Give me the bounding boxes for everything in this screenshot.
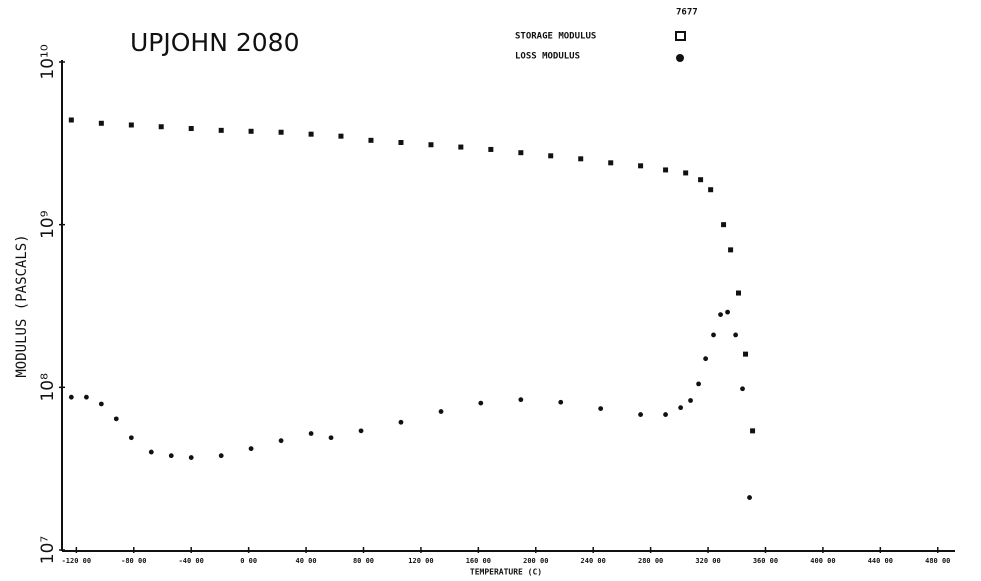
storage-point bbox=[278, 129, 284, 135]
storage-point bbox=[158, 124, 164, 130]
loss-point bbox=[696, 381, 701, 387]
loss-point bbox=[308, 431, 314, 436]
storage-point bbox=[128, 122, 134, 128]
loss-point bbox=[218, 453, 224, 459]
storage-point bbox=[308, 131, 314, 137]
loss-point bbox=[703, 356, 709, 362]
x-tick-label: 120 00 bbox=[408, 557, 433, 565]
legend-marker bbox=[675, 31, 686, 41]
legend-marker bbox=[676, 54, 684, 62]
storage-point bbox=[188, 126, 194, 132]
loss-point bbox=[518, 397, 524, 403]
storage-point bbox=[548, 153, 554, 159]
loss-point bbox=[478, 400, 484, 406]
x-tick-label: 480 00 bbox=[925, 557, 950, 565]
storage-point bbox=[428, 142, 434, 148]
storage-point bbox=[721, 222, 727, 228]
x-axis-label: TEMPERATURE (C) bbox=[470, 568, 542, 577]
loss-point bbox=[98, 401, 104, 407]
loss-point bbox=[740, 386, 745, 392]
x-tick-label: 160 00 bbox=[466, 557, 491, 565]
loss-point bbox=[598, 406, 604, 412]
x-tick-label: 200 00 bbox=[523, 557, 548, 565]
loss-point bbox=[747, 495, 752, 500]
x-tick-label: 0 00 bbox=[240, 557, 257, 565]
loss-point bbox=[328, 435, 334, 441]
loss-point bbox=[663, 412, 668, 417]
storage-point bbox=[248, 128, 254, 134]
storage-point bbox=[98, 120, 104, 126]
storage-point bbox=[743, 351, 749, 357]
loss-point bbox=[733, 332, 739, 338]
loss-point bbox=[711, 332, 716, 338]
annotation: 7677 bbox=[676, 8, 698, 18]
loss-point bbox=[188, 455, 194, 460]
storage-point bbox=[750, 428, 756, 434]
x-tick-label: 440 00 bbox=[868, 557, 893, 565]
storage-point bbox=[608, 160, 614, 166]
loss-point bbox=[128, 435, 134, 441]
storage-point bbox=[338, 133, 344, 139]
loss-point bbox=[84, 394, 89, 400]
storage-point bbox=[488, 146, 494, 152]
loss-point bbox=[68, 394, 74, 400]
loss-point bbox=[148, 449, 154, 455]
loss-point bbox=[558, 399, 564, 405]
storage-point bbox=[638, 163, 644, 169]
x-tick-label: 280 00 bbox=[638, 557, 663, 565]
storage-point bbox=[458, 144, 464, 150]
y-tick-label: 10⁷ bbox=[38, 536, 58, 565]
x-tick-label: -40 00 bbox=[179, 557, 204, 565]
loss-point bbox=[638, 412, 643, 417]
storage-point bbox=[398, 139, 404, 145]
storage-point bbox=[663, 167, 669, 173]
x-tick-label: -80 00 bbox=[121, 557, 146, 565]
y-tick-label: 10¹⁰ bbox=[38, 44, 58, 79]
storage-point bbox=[683, 170, 689, 176]
loss-point bbox=[278, 438, 284, 444]
loss-point bbox=[718, 312, 723, 317]
loss-point bbox=[358, 428, 364, 434]
x-tick-label: 40 00 bbox=[296, 557, 317, 565]
x-tick-label: 240 00 bbox=[581, 557, 606, 565]
loss-point bbox=[725, 309, 730, 315]
storage-point bbox=[218, 127, 224, 133]
x-tick-label: 80 00 bbox=[353, 557, 374, 565]
x-tick-label: 400 00 bbox=[810, 557, 835, 565]
legend-label: LOSS MODULUS bbox=[515, 52, 580, 62]
loss-point bbox=[168, 453, 174, 459]
loss-point bbox=[113, 416, 119, 422]
loss-point bbox=[678, 405, 684, 411]
storage-point bbox=[68, 117, 74, 123]
loss-point bbox=[438, 409, 444, 414]
x-tick-label: 320 00 bbox=[695, 557, 720, 565]
y-axis-label: MODULUS (PASCALS) bbox=[14, 234, 30, 377]
y-tick-label: 10⁹ bbox=[38, 210, 58, 239]
storage-point bbox=[578, 156, 584, 162]
storage-point bbox=[368, 137, 374, 143]
legend-label: STORAGE MODULUS bbox=[515, 32, 596, 42]
storage-point bbox=[698, 177, 704, 183]
y-tick-label: 10⁸ bbox=[38, 373, 58, 402]
storage-point bbox=[735, 290, 741, 296]
loss-point bbox=[688, 398, 693, 403]
storage-point bbox=[708, 187, 714, 193]
x-tick-label: -120 00 bbox=[62, 557, 92, 565]
loss-point bbox=[248, 446, 254, 452]
storage-point bbox=[728, 247, 734, 253]
x-tick-label: 360 00 bbox=[753, 557, 778, 565]
storage-point bbox=[518, 150, 524, 156]
loss-point bbox=[398, 419, 404, 425]
chart-title: UPJOHN 2080 bbox=[130, 28, 300, 57]
